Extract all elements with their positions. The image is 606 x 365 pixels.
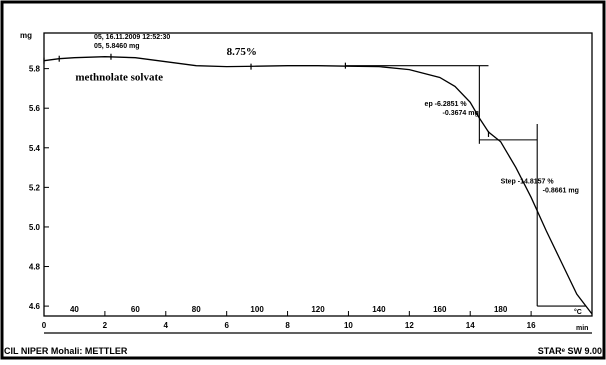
- x-time-tick-label: 4: [164, 321, 169, 330]
- x-time-tick-label: 12: [405, 321, 414, 330]
- y-tick-label: 4.6: [29, 302, 41, 311]
- y-tick-label: 5.4: [29, 144, 41, 153]
- x-temperature-tick-label: 180: [494, 305, 508, 314]
- y-tick-label: 5.6: [29, 104, 41, 113]
- x-temperature-tick-label: 120: [311, 305, 325, 314]
- footer-right: STARᵉ SW 9.00: [538, 346, 602, 356]
- x-time-tick-label: 8: [285, 321, 290, 330]
- x-temperature-tick-label: 160: [433, 305, 447, 314]
- footer-left: CIL NIPER Mohali: METTLER: [4, 346, 128, 356]
- x-time-tick-label: 6: [224, 321, 229, 330]
- y-tick-label: 4.8: [29, 263, 41, 272]
- header-line-2: 05, 5.8460 mg: [94, 43, 140, 50]
- annotation-ep-line: ep -6.2851 %: [425, 101, 468, 108]
- x-temperature-tick-label: 40: [70, 305, 79, 314]
- y-ticks: 4.6 4.8 5.0 5.2 5.4 5.6 5.8: [29, 65, 49, 311]
- annotation-methnolate-solvate: methnolate solvate: [75, 71, 163, 83]
- x-temperature-unit: °C: [574, 308, 582, 316]
- x-time-tick-label: 14: [466, 321, 475, 330]
- series-line-tga: [43, 56, 593, 315]
- annotation-mass-loss-percent: 8.75%: [227, 46, 257, 58]
- step-guides: [43, 53, 586, 307]
- x-time-tick-label: 16: [527, 321, 536, 330]
- x-temperature-tick-label: 80: [192, 305, 201, 314]
- y-axis-label: mg: [20, 31, 32, 40]
- plot-frame: [43, 32, 593, 317]
- x-time-unit: min: [576, 325, 588, 332]
- annotations: 8.75% methnolate solvate ep -6.2851 % -0.36…: [75, 46, 579, 195]
- header-line-1: 05, 16.11.2009 12:52:30: [94, 34, 170, 41]
- x-time-tick-label: 0: [42, 321, 47, 330]
- x-time-tick-label: 2: [103, 321, 108, 330]
- annotation-step-line: -0.8661 mg: [543, 187, 579, 194]
- annotation-step-line: Step -14.8157 %: [501, 178, 555, 185]
- x-ticks: 40 60 80 100 120 140 160 180 0 2 4 6 8 10 12 14 16: [42, 305, 536, 330]
- y-tick-label: 5.0: [29, 223, 41, 232]
- x-temperature-tick-label: 100: [250, 305, 264, 314]
- x-temperature-tick-label: 140: [372, 305, 386, 314]
- annotation-ep-line: -0.3674 mg: [443, 110, 479, 117]
- x-temperature-tick-label: 60: [131, 305, 140, 314]
- y-tick-label: 5.8: [29, 65, 41, 74]
- x-time-tick-label: 10: [344, 321, 353, 330]
- y-tick-label: 5.2: [29, 183, 41, 192]
